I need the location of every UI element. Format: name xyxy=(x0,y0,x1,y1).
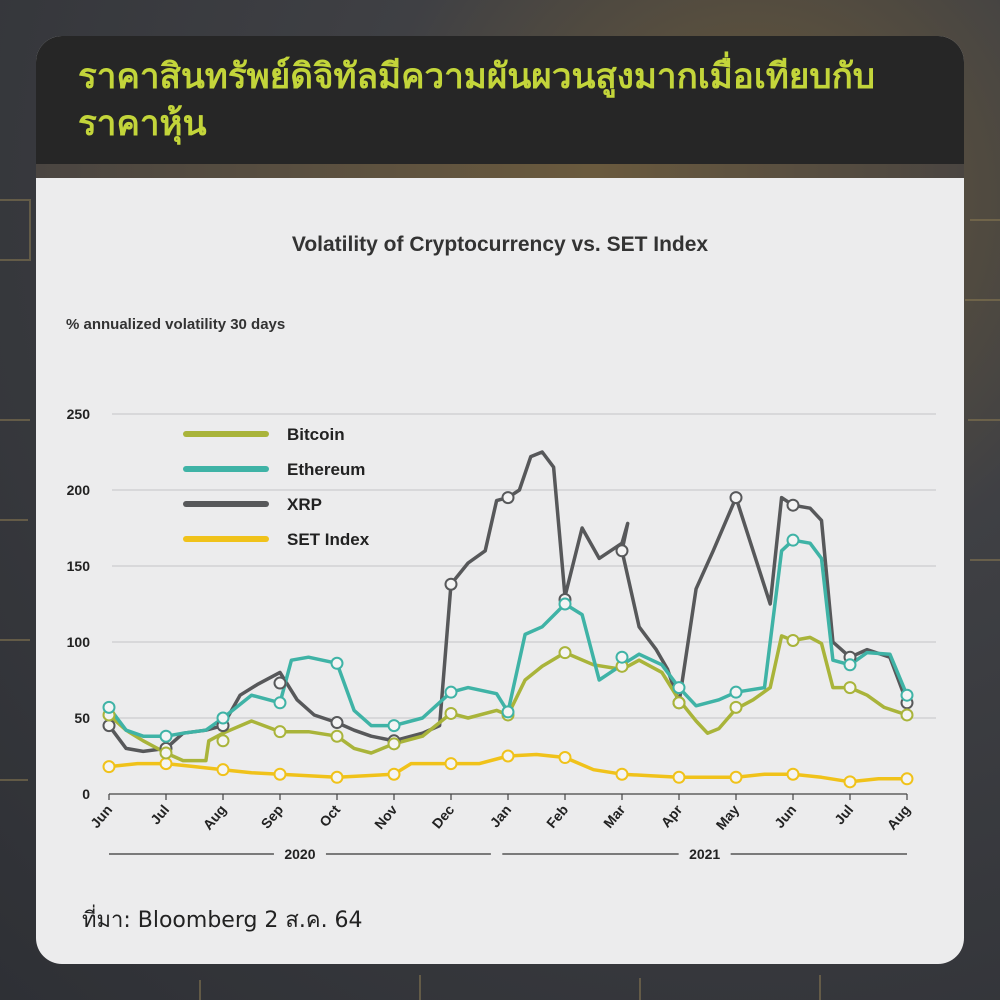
y-tick-label: 50 xyxy=(74,710,90,726)
data-point-xrp xyxy=(501,491,515,505)
data-point-bitcoin xyxy=(900,708,914,722)
data-point-set-index xyxy=(672,770,686,784)
y-tick-label: 150 xyxy=(67,558,91,574)
data-point-set-index xyxy=(900,772,914,786)
x-tick-label: Jan xyxy=(487,802,515,831)
volatility-chart: Volatility of Cryptocurrency vs. SET Ind… xyxy=(66,233,936,862)
series-line-xrp xyxy=(107,450,909,754)
source-note: ที่มา: Bloomberg 2 ส.ค. 64 xyxy=(82,908,363,933)
data-point-ethereum xyxy=(786,533,800,547)
data-point-ethereum xyxy=(330,656,344,670)
data-point-bitcoin xyxy=(672,696,686,710)
data-point-ethereum xyxy=(273,696,287,710)
year-label: 2020 xyxy=(284,846,315,862)
data-point-bitcoin xyxy=(330,729,344,743)
x-tick-label: Jul xyxy=(147,802,172,828)
data-point-bitcoin xyxy=(273,725,287,739)
data-point-set-index xyxy=(330,770,344,784)
data-point-set-index xyxy=(843,775,857,789)
y-tick-label: 200 xyxy=(67,482,91,498)
x-tick-label: Jun xyxy=(771,802,799,831)
data-point-bitcoin xyxy=(786,633,800,647)
x-tick-label: Aug xyxy=(884,802,914,833)
data-point-bitcoin xyxy=(729,700,743,714)
header-banner: ราคาสินทรัพย์ดิจิทัลมีความผันผวนสูงมากเม… xyxy=(36,36,964,164)
x-tick-label: Nov xyxy=(371,801,400,832)
legend-label: SET Index xyxy=(287,530,370,549)
data-point-xrp xyxy=(444,577,458,591)
data-point-set-index xyxy=(159,757,173,771)
x-tick-label: Mar xyxy=(600,801,629,831)
data-point-set-index xyxy=(216,763,230,777)
data-point-ethereum xyxy=(501,705,515,719)
y-tick-label: 100 xyxy=(67,634,91,650)
header-divider xyxy=(36,164,964,178)
x-tick-label: Jul xyxy=(831,802,856,828)
x-tick-label: Feb xyxy=(543,802,571,831)
year-label: 2021 xyxy=(689,846,720,862)
data-point-set-index xyxy=(444,757,458,771)
data-point-ethereum xyxy=(216,711,230,725)
y-axis-label: % annualized volatility 30 days xyxy=(66,316,285,333)
data-point-xrp xyxy=(615,544,629,558)
data-point-set-index xyxy=(558,751,572,765)
data-point-ethereum xyxy=(900,688,914,702)
data-point-ethereum xyxy=(558,597,572,611)
legend-label: Bitcoin xyxy=(287,425,345,444)
data-point-set-index xyxy=(102,760,116,774)
data-point-bitcoin xyxy=(444,706,458,720)
x-tick-label: Oct xyxy=(316,801,343,829)
data-point-ethereum xyxy=(444,685,458,699)
x-tick-label: May xyxy=(713,801,743,832)
data-point-ethereum xyxy=(615,650,629,664)
data-point-set-index xyxy=(387,767,401,781)
y-tick-label: 0 xyxy=(82,786,90,802)
data-point-xrp xyxy=(786,498,800,512)
x-tick-label: Aug xyxy=(200,802,230,833)
legend-label: XRP xyxy=(287,495,322,514)
data-point-bitcoin xyxy=(387,737,401,751)
data-point-bitcoin xyxy=(216,734,230,748)
data-point-ethereum xyxy=(843,658,857,672)
data-point-ethereum xyxy=(159,729,173,743)
data-point-ethereum xyxy=(387,719,401,733)
data-point-ethereum xyxy=(672,681,686,695)
x-tick-label: Sep xyxy=(258,802,287,832)
data-point-xrp xyxy=(729,491,743,505)
data-point-ethereum xyxy=(729,685,743,699)
data-point-xrp xyxy=(330,716,344,730)
data-point-set-index xyxy=(786,767,800,781)
data-point-set-index xyxy=(501,749,515,763)
y-tick-label: 250 xyxy=(67,406,91,422)
data-point-xrp xyxy=(102,719,116,733)
chart-title: Volatility of Cryptocurrency vs. SET Ind… xyxy=(292,233,709,256)
x-tick-label: Apr xyxy=(658,801,686,830)
header-title: ราคาสินทรัพย์ดิจิทัลมีความผันผวนสูงมากเม… xyxy=(78,57,875,144)
x-tick-label: Dec xyxy=(429,801,458,831)
data-point-bitcoin xyxy=(843,681,857,695)
data-point-bitcoin xyxy=(159,746,173,760)
data-point-xrp xyxy=(273,676,287,690)
data-point-bitcoin xyxy=(558,646,572,660)
legend-label: Ethereum xyxy=(287,460,365,479)
data-point-set-index xyxy=(615,767,629,781)
data-point-set-index xyxy=(729,770,743,784)
infographic-card: ราคาสินทรัพย์ดิจิทัลมีความผันผวนสูงมากเม… xyxy=(36,36,964,964)
x-tick-label: Jun xyxy=(87,802,115,831)
data-point-ethereum xyxy=(102,700,116,714)
data-point-set-index xyxy=(273,767,287,781)
